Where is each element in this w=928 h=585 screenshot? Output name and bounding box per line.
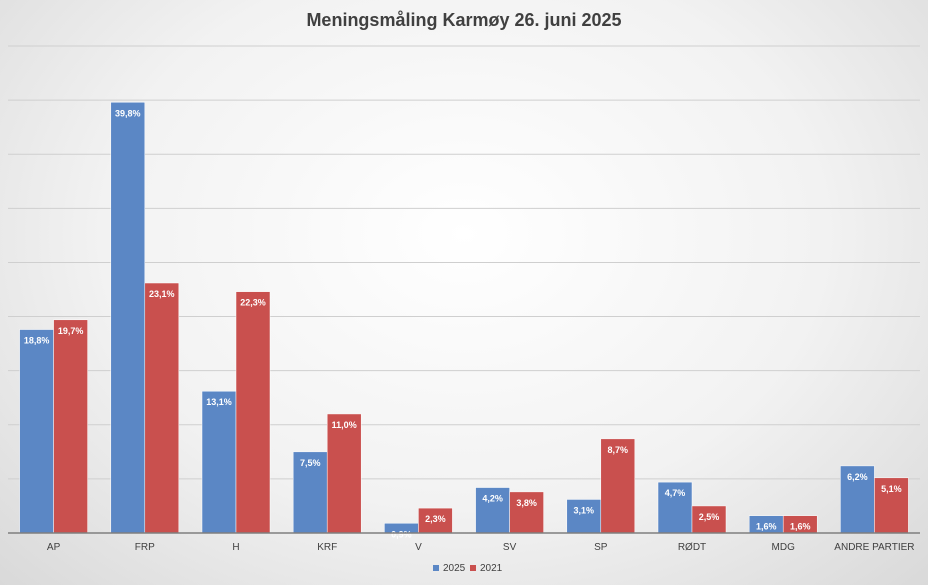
bar-2021-h (235, 291, 271, 534)
bar-2021-andre-partier (874, 477, 909, 534)
bar-2025-sp (566, 499, 602, 534)
data-label: 3,1% (574, 505, 595, 515)
data-label: 1,6% (756, 522, 777, 532)
bar-2021-v (418, 507, 453, 534)
data-label: 2,5% (699, 512, 720, 522)
legend-swatch-2025 (433, 565, 439, 571)
bar-2025-ap (19, 329, 54, 534)
x-tick-label: V (415, 542, 422, 553)
data-label: 39,8% (115, 108, 141, 118)
x-tick-label: MDG (772, 542, 796, 553)
x-tick-label: ANDRE PARTIER (834, 542, 914, 553)
bar-2021-sv (509, 491, 544, 534)
bar-2025-andre-partier (840, 465, 875, 534)
data-label: 4,7% (665, 488, 686, 498)
data-label: 19,7% (58, 326, 84, 336)
x-tick-label: RØDT (678, 542, 706, 553)
x-tick-label: SV (503, 542, 517, 553)
data-label: 5,1% (881, 484, 902, 494)
data-label: 2,3% (425, 514, 446, 524)
data-label: 4,2% (482, 494, 503, 504)
data-label: 0,9% (391, 529, 412, 539)
legend-label-2025: 2025 (443, 563, 466, 574)
x-tick-label: AP (47, 542, 61, 553)
bar-2025-frp (110, 102, 146, 534)
x-tick-label: SP (594, 542, 608, 553)
legend: 2025 2021 (433, 563, 503, 574)
x-tick-label: KRF (317, 542, 337, 553)
bar-2021-frp (144, 282, 180, 534)
bar-2021-ap (53, 319, 88, 534)
data-label: 7,5% (300, 458, 321, 468)
x-tick-label: H (232, 542, 239, 553)
bar-2025-h (201, 390, 237, 534)
data-label: 3,8% (516, 498, 537, 508)
x-tick-label: FRP (135, 542, 155, 553)
data-label: 11,0% (332, 420, 357, 430)
legend-label-2021: 2021 (480, 563, 503, 574)
data-label: 13,1% (206, 397, 232, 407)
data-label: 22,3% (240, 298, 266, 308)
chart-title: Meningsmåling Karmøy 26. juni 2025 (306, 10, 621, 30)
data-label: 23,1% (149, 289, 175, 299)
data-label: 18,8% (24, 336, 50, 346)
data-label: 8,7% (608, 445, 629, 455)
bar-2021-krf (326, 413, 362, 534)
x-axis-tick-labels: AP FRP H KRF V SV SP RØDT MDG ANDRE PARTIER (47, 542, 915, 553)
data-label: 6,2% (847, 472, 868, 482)
data-label: 1,6% (790, 522, 811, 532)
legend-swatch-2021 (470, 565, 476, 571)
bars: 18,8% 19,7% 39,8% 23,1% 13,1% 22,3% 7,5% 11,0% 0… (19, 102, 909, 539)
